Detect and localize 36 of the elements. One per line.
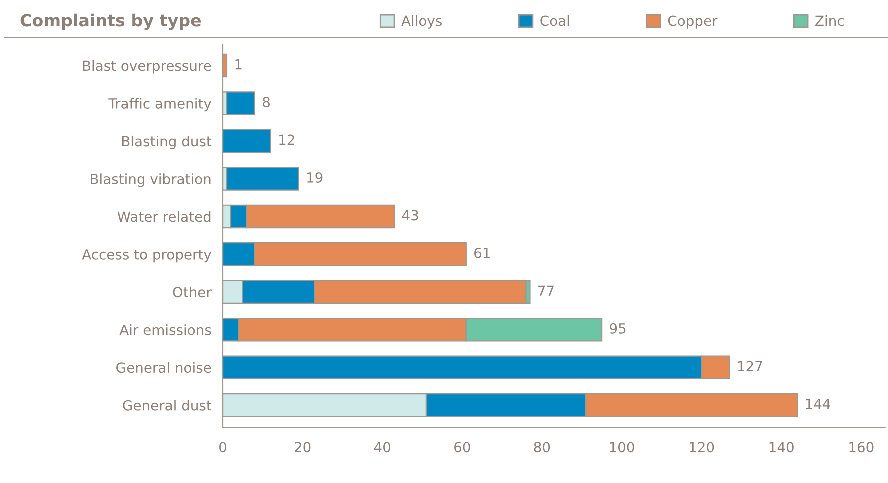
x-tick-label: 60 (454, 442, 470, 453)
x-tick-label: 100 (610, 442, 634, 453)
y-tick-label: Blast overpressure (83, 60, 212, 74)
x-tick-label: 40 (374, 442, 391, 453)
total-label: 144 (806, 399, 830, 410)
legend-label: Zinc (816, 15, 844, 26)
total-label: 43 (402, 210, 418, 221)
y-tick-label: Traffic amenity (108, 98, 212, 112)
total-label: 12 (280, 134, 294, 146)
y-tick-label: Blasting dust (122, 136, 212, 150)
x-tick-label: 120 (690, 442, 714, 453)
x-tick-label: 80 (534, 442, 550, 453)
x-tick-label: 160 (850, 442, 874, 453)
y-tick-label: General dust (123, 400, 212, 411)
x-tick-label: 0 (219, 442, 226, 453)
y-tick-label: Blasting vibration (91, 174, 211, 188)
bar (226, 167, 300, 191)
y-tick-label: Air emissions (120, 324, 212, 336)
total-label: 8 (263, 97, 270, 108)
y-tick-label: Other (173, 286, 212, 298)
total-label: 61 (474, 248, 490, 258)
y-tick-label: Access to property (82, 250, 212, 263)
total-label: 95 (610, 323, 626, 334)
legend-label: Coal (540, 15, 570, 26)
bar (226, 92, 256, 116)
legend-label: Alloys (402, 15, 442, 29)
y-tick-label: Water related (118, 211, 211, 222)
total-label: 19 (308, 172, 323, 183)
x-tick-label: 140 (770, 442, 794, 453)
y-tick-label: General noise (116, 362, 212, 374)
total-label: 1 (236, 59, 242, 70)
x-tick-label: 20 (294, 442, 311, 453)
total-label: 77 (538, 286, 554, 296)
chart-title: Complaints by type (20, 14, 202, 30)
total-label: 127 (738, 361, 762, 372)
legend-label: Copper (668, 16, 718, 29)
